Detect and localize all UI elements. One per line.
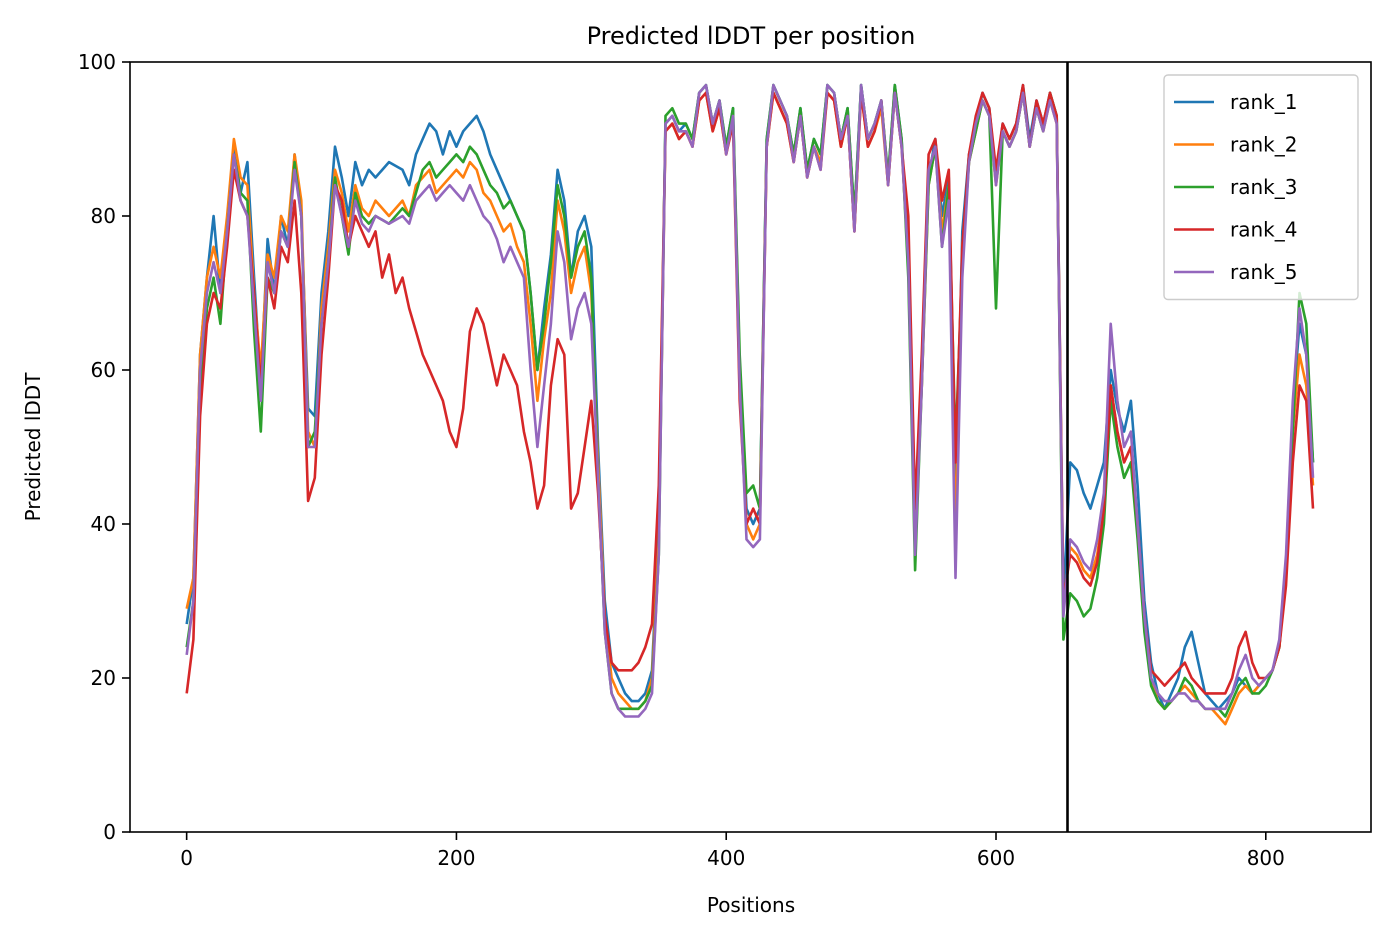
legend-label: rank_1 [1230, 90, 1297, 114]
y-tick-label: 60 [91, 358, 116, 382]
plot-frame [129, 61, 1372, 833]
y-tick-label: 100 [78, 50, 116, 74]
x-axis-ticks: 0 200 400 600 800 [180, 832, 1285, 870]
legend: rank_1 rank_2 rank_3 rank_4 rank_5 [1163, 74, 1359, 301]
x-tick-label: 0 [180, 846, 193, 870]
plot-area [129, 61, 1372, 833]
series-line-rank_4 [185, 83, 1315, 695]
legend-item-rank_2: rank_2 [1174, 133, 1297, 157]
y-tick-label: 80 [91, 204, 116, 228]
legend-item-rank_3: rank_3 [1174, 175, 1297, 199]
legend-frame [1163, 74, 1359, 301]
x-tick-label: 400 [707, 846, 745, 870]
legend-item-rank_1: rank_1 [1174, 90, 1297, 114]
x-axis-label: Positions [707, 893, 795, 917]
legend-item-rank_5: rank_5 [1174, 260, 1297, 284]
legend-label: rank_3 [1230, 175, 1297, 199]
legend-item-rank_4: rank_4 [1174, 218, 1297, 242]
x-tick-label: 800 [1247, 846, 1285, 870]
x-tick-label: 200 [437, 846, 475, 870]
y-tick-label: 0 [103, 820, 116, 844]
series-line-rank_3 [185, 83, 1315, 718]
y-tick-label: 40 [91, 512, 116, 536]
y-axis-ticks: 0 20 40 60 80 100 [78, 50, 130, 844]
series-line-rank_5 [185, 83, 1315, 718]
series-lines [185, 83, 1315, 726]
chart-title: Predicted lDDT per position [587, 22, 916, 50]
legend-label: rank_5 [1230, 260, 1297, 284]
x-tick-label: 600 [977, 846, 1015, 870]
y-tick-label: 20 [91, 666, 116, 690]
legend-label: rank_4 [1230, 218, 1297, 242]
y-axis-label: Predicted lDDT [21, 372, 45, 522]
legend-label: rank_2 [1230, 133, 1297, 157]
